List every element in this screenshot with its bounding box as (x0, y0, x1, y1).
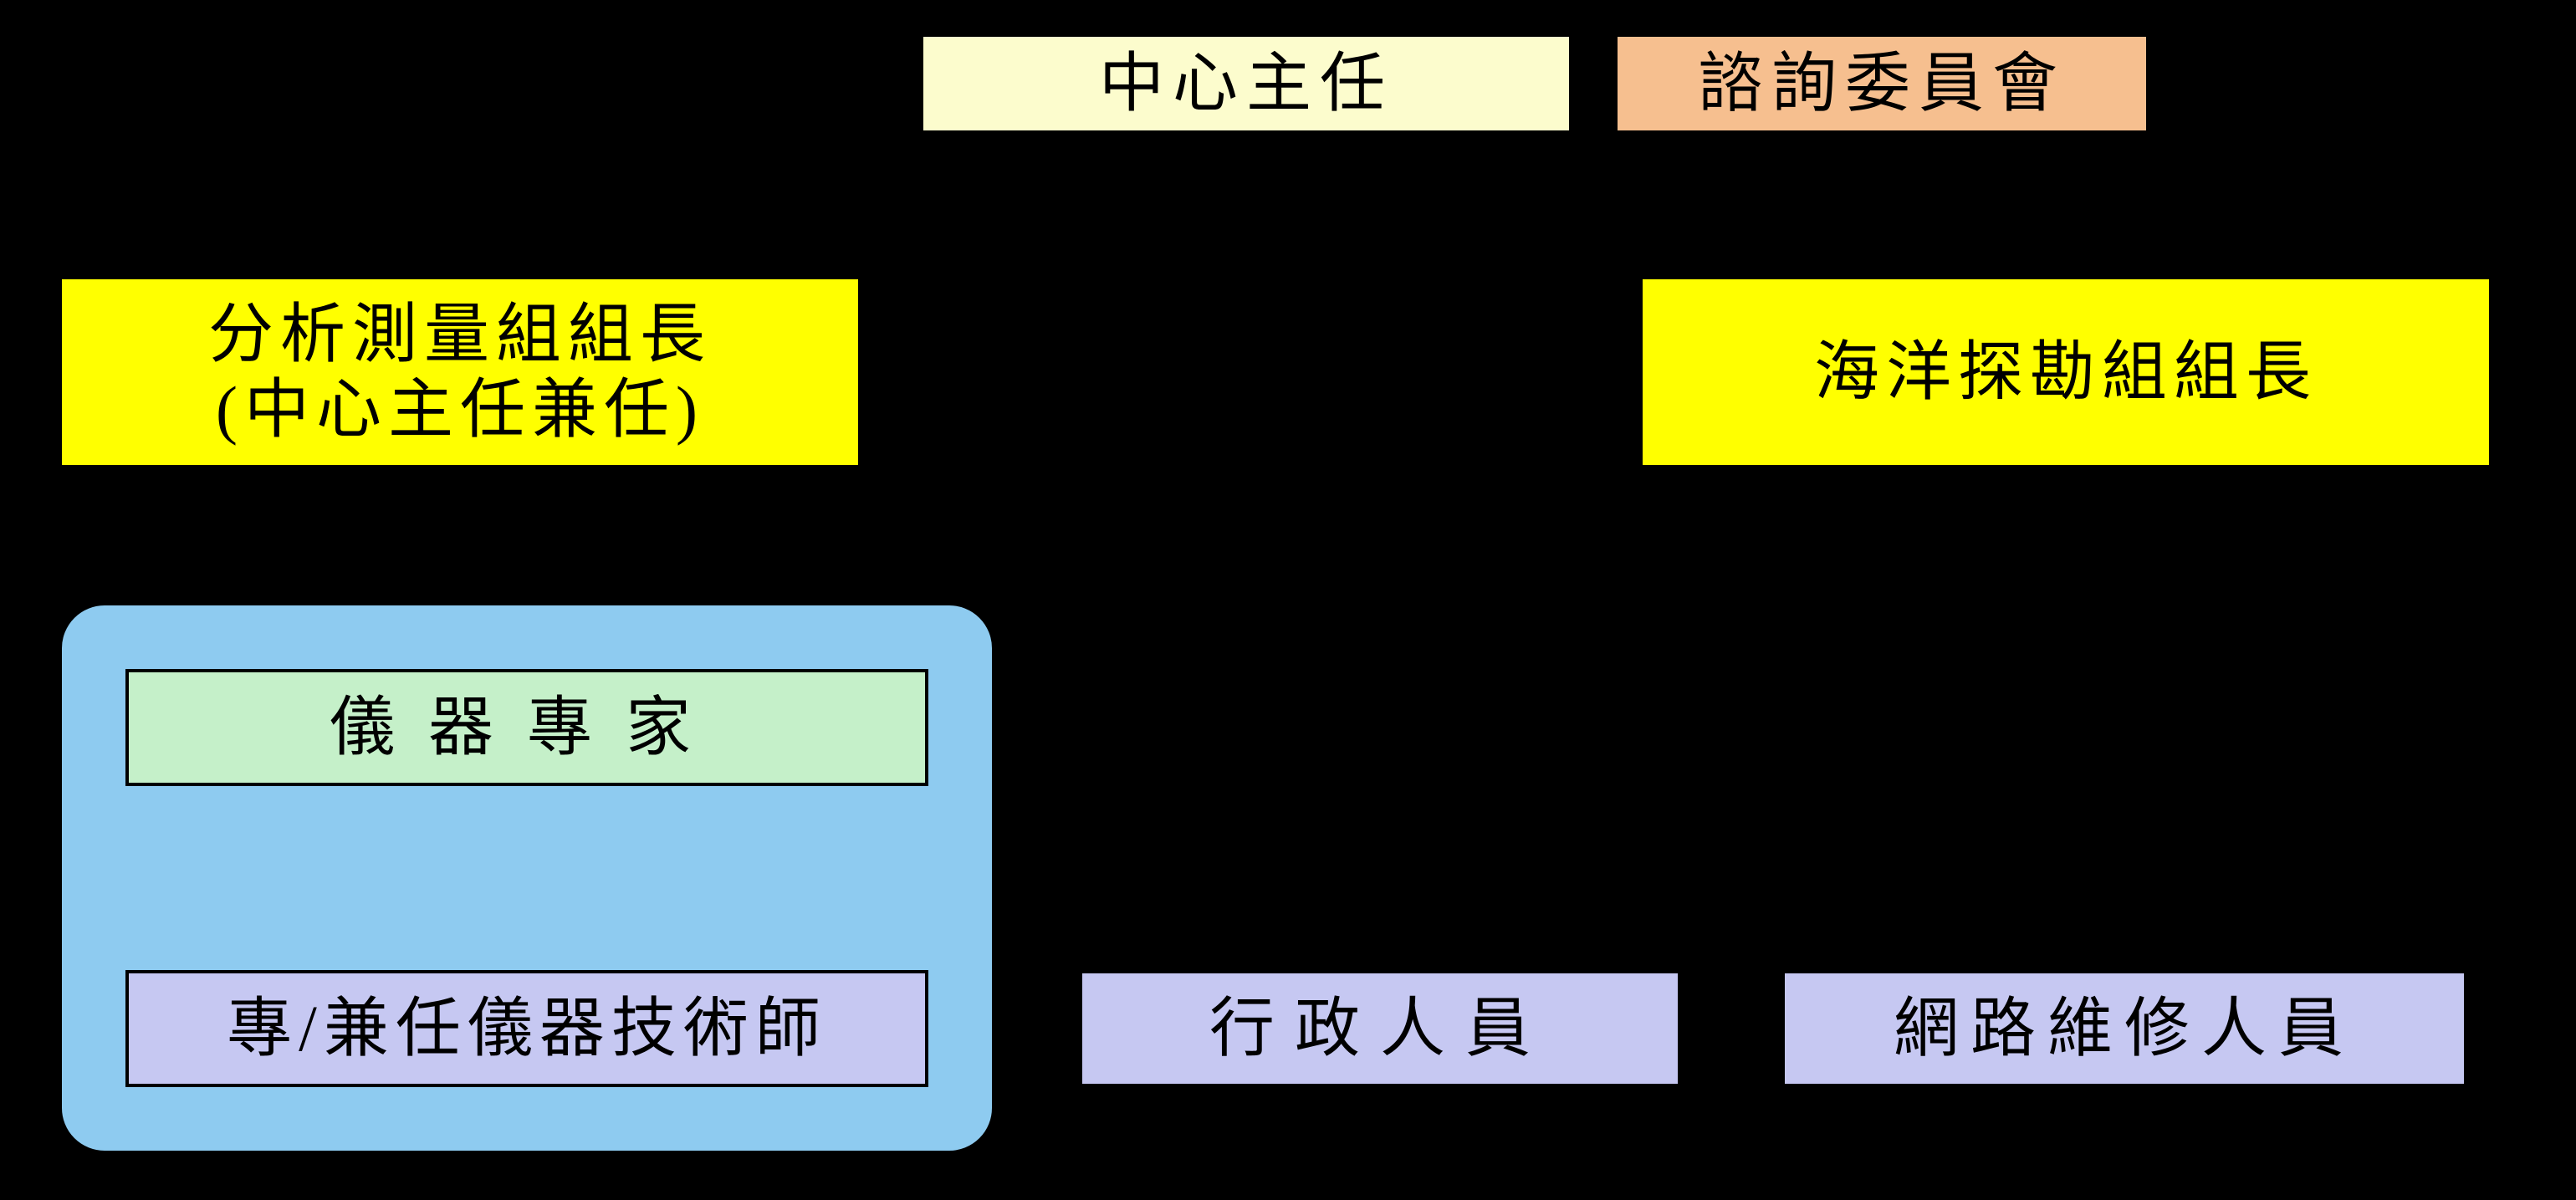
instrument-expert-box: 儀器專家 (125, 669, 928, 786)
admin-staff-box: 行政人員 (1079, 970, 1681, 1087)
advisory-committee-box: 諮詢委員會 (1614, 33, 2149, 134)
director-box: 中心主任 (920, 33, 1572, 134)
connector-0 (460, 134, 1246, 276)
org-chart: 中心主任諮詢委員會分析測量組組長 (中心主任兼任) 海洋探勘組組長儀器專家專/兼任… (0, 0, 2576, 1200)
analysis-measurement-leader-box: 分析測量組組長 (中心主任兼任) (59, 276, 861, 468)
network-maintenance-staff-box: 網路維修人員 (1781, 970, 2467, 1087)
marine-exploration-leader-box: 海洋探勘組組長 (1639, 276, 2492, 468)
connector-4 (1380, 468, 2066, 970)
connector-1 (1246, 134, 2066, 276)
instrument-technicians-box: 專/兼任儀器技術師 (125, 970, 928, 1087)
connector-5 (2066, 468, 2124, 970)
